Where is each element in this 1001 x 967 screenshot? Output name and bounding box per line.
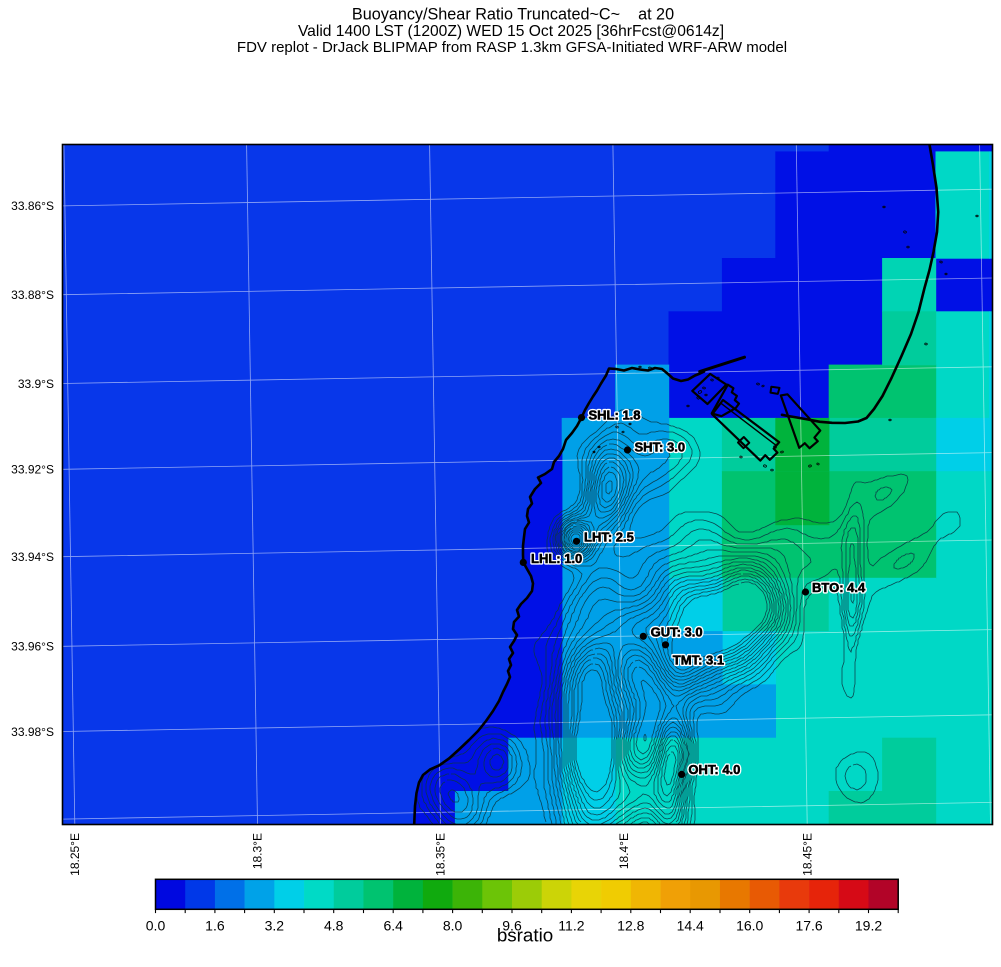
svg-text:12.8: 12.8 bbox=[617, 918, 644, 934]
svg-text:SHL: 1.8: SHL: 1.8 bbox=[589, 408, 641, 423]
svg-text:33.94°S: 33.94°S bbox=[11, 550, 54, 564]
svg-text:FDV replot - DrJack BLIPMAP fr: FDV replot - DrJack BLIPMAP from RASP 1.… bbox=[237, 39, 787, 56]
svg-text:1.6: 1.6 bbox=[205, 918, 225, 934]
svg-text:LHL: 1.0: LHL: 1.0 bbox=[531, 551, 582, 566]
svg-text:33.92°S: 33.92°S bbox=[11, 463, 54, 477]
svg-text:18.4°E: 18.4°E bbox=[617, 833, 631, 869]
svg-text:TMT: 3.1: TMT: 3.1 bbox=[673, 652, 724, 667]
svg-text:9.6: 9.6 bbox=[502, 918, 522, 934]
svg-text:LHT: 2.5: LHT: 2.5 bbox=[584, 529, 634, 544]
svg-text:Valid 1400 LST (1200Z) WED 15: Valid 1400 LST (1200Z) WED 15 Oct 2025 [… bbox=[298, 23, 724, 40]
svg-text:SHL: 1.8: SHL: 1.8 bbox=[589, 408, 641, 423]
svg-text:LHT: 2.5: LHT: 2.5 bbox=[584, 529, 634, 544]
svg-text:3.2: 3.2 bbox=[265, 918, 285, 934]
svg-text:TMT: 3.1: TMT: 3.1 bbox=[673, 652, 724, 667]
svg-text:GUT: 3.0: GUT: 3.0 bbox=[651, 624, 703, 639]
svg-text:BTO: 4.4: BTO: 4.4 bbox=[812, 580, 866, 595]
svg-text:33.88°S: 33.88°S bbox=[11, 288, 54, 302]
svg-text:6.4: 6.4 bbox=[383, 918, 403, 934]
svg-text:33.86°S: 33.86°S bbox=[11, 199, 54, 213]
svg-text:8.0: 8.0 bbox=[443, 918, 463, 934]
svg-text:16.0: 16.0 bbox=[736, 918, 763, 934]
svg-text:18.3°E: 18.3°E bbox=[251, 833, 265, 869]
svg-text:17.6: 17.6 bbox=[795, 918, 822, 934]
svg-text:OHT: 4.0: OHT: 4.0 bbox=[688, 762, 740, 777]
svg-text:Buoyancy/Shear Ratio Truncated: Buoyancy/Shear Ratio Truncated~C~ at 20 bbox=[352, 6, 674, 24]
svg-text:11.2: 11.2 bbox=[558, 918, 584, 934]
svg-text:14.4: 14.4 bbox=[677, 918, 704, 934]
svg-text:19.2: 19.2 bbox=[855, 918, 882, 934]
svg-text:33.9°S: 33.9°S bbox=[18, 377, 54, 391]
svg-text:BTO: 4.4: BTO: 4.4 bbox=[812, 580, 866, 595]
svg-text:18.45°E: 18.45°E bbox=[800, 833, 814, 876]
svg-text:18.25°E: 18.25°E bbox=[68, 833, 82, 876]
svg-text:LHL: 1.0: LHL: 1.0 bbox=[531, 551, 582, 566]
svg-text:18.35°E: 18.35°E bbox=[434, 833, 448, 876]
svg-text:bsratio: bsratio bbox=[497, 925, 553, 946]
svg-text:0.0: 0.0 bbox=[146, 918, 166, 934]
svg-text:SHT: 3.0: SHT: 3.0 bbox=[635, 439, 686, 454]
svg-text:OHT: 4.0: OHT: 4.0 bbox=[688, 762, 740, 777]
svg-text:GUT: 3.0: GUT: 3.0 bbox=[651, 624, 703, 639]
svg-text:SHT: 3.0: SHT: 3.0 bbox=[635, 439, 686, 454]
svg-text:33.98°S: 33.98°S bbox=[11, 725, 54, 739]
svg-text:4.8: 4.8 bbox=[324, 918, 344, 934]
svg-text:33.96°S: 33.96°S bbox=[11, 640, 54, 654]
